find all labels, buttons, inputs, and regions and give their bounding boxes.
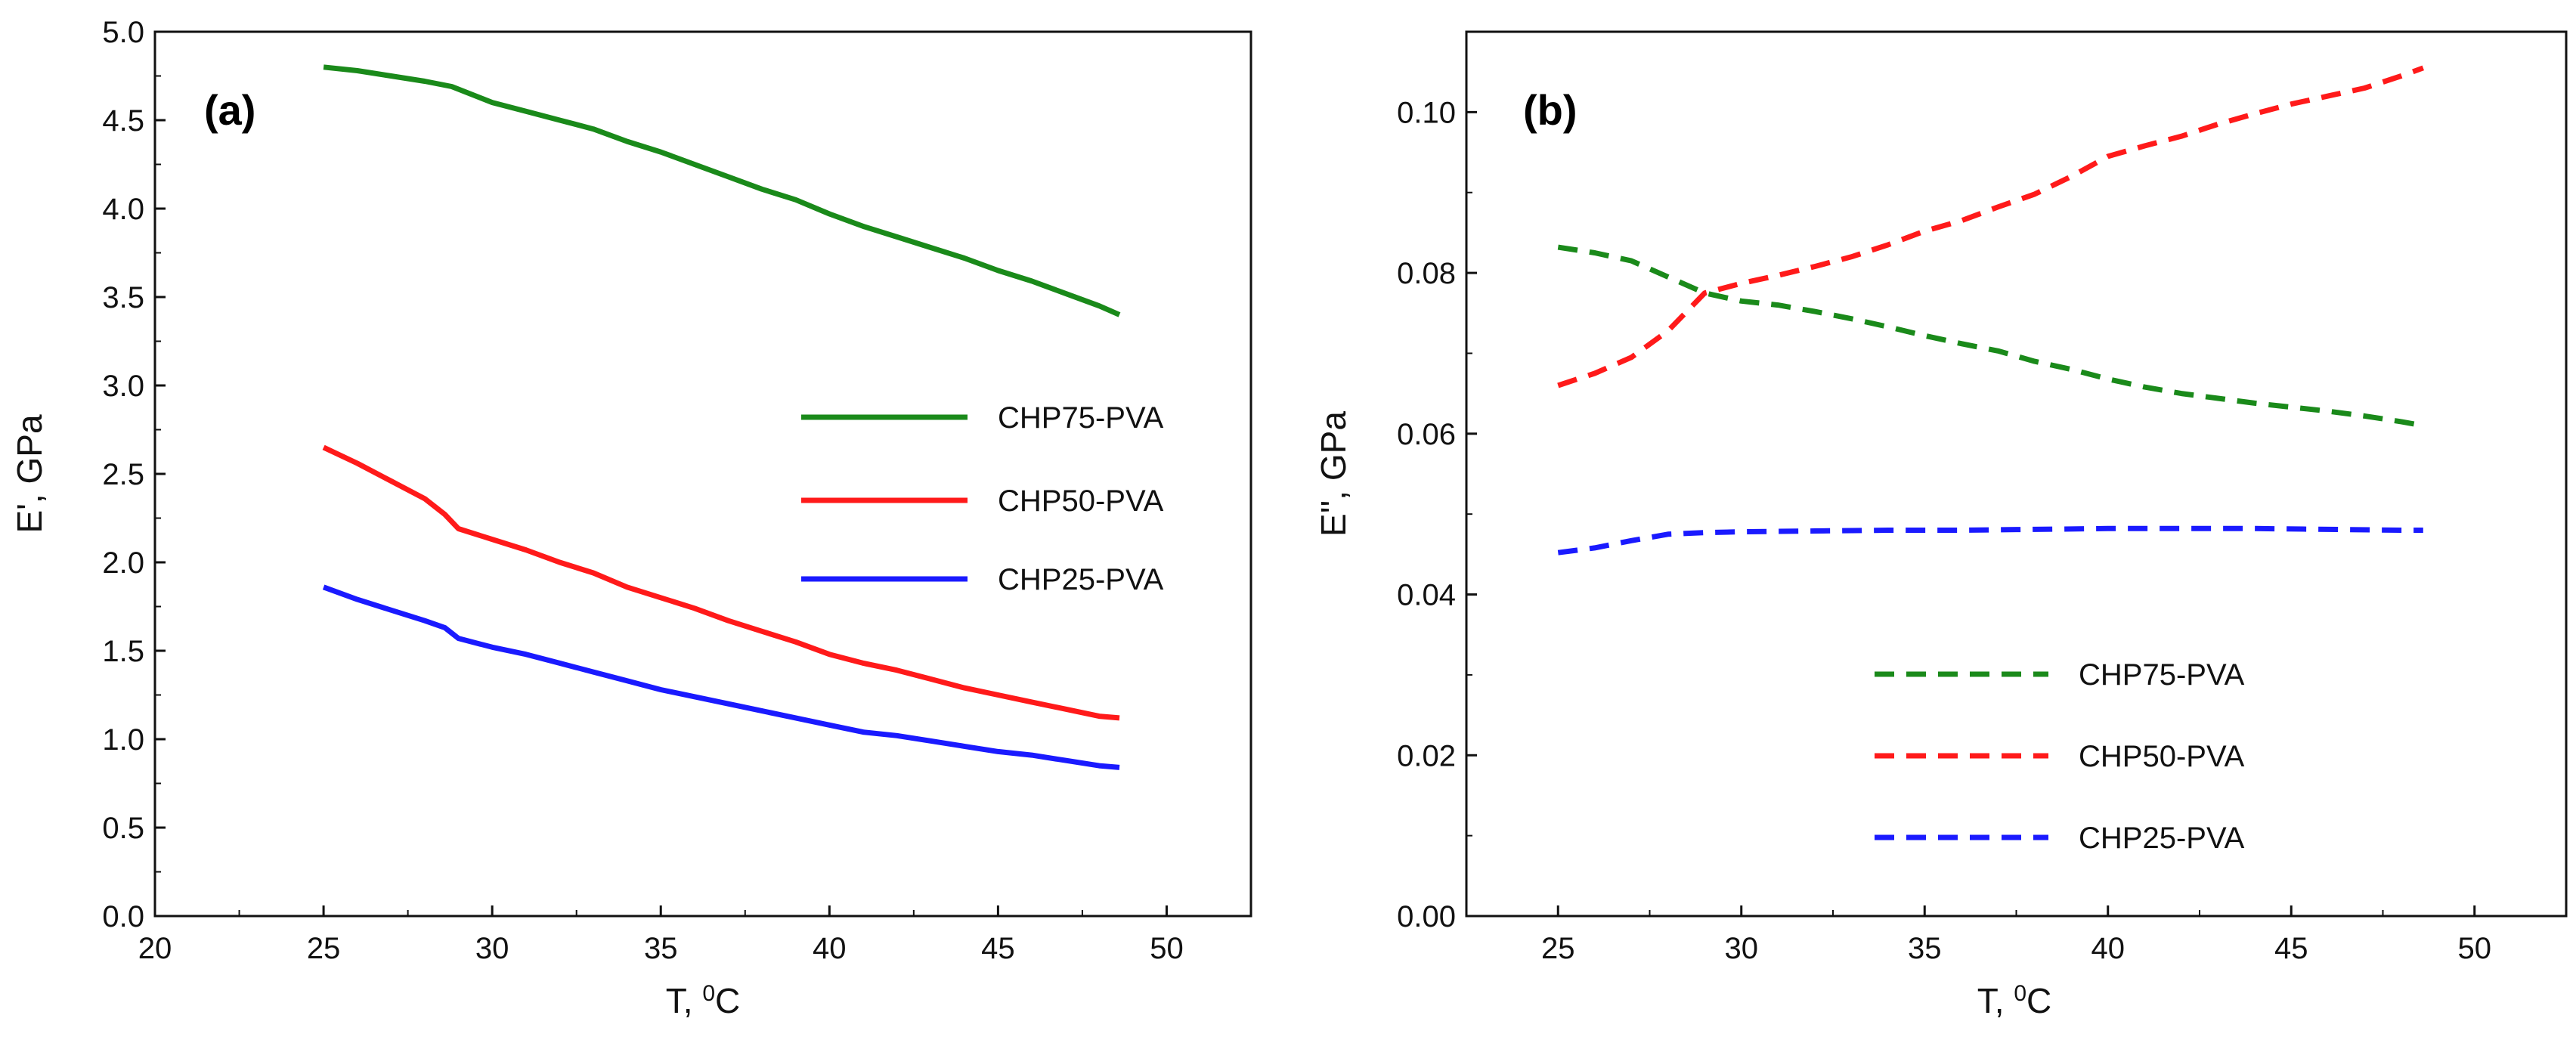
panel-a-lines bbox=[322, 64, 1121, 770]
panel-b-y-tick-label: 0.04 bbox=[1397, 579, 1456, 612]
panel-b-y-tick-label: 0.00 bbox=[1397, 900, 1456, 933]
panel-a-series-chp75-pva bbox=[323, 64, 1121, 317]
panel-b-legend: CHP75-PVA CHP50-PVA CHP25-PVA bbox=[1875, 658, 2245, 855]
panel-a-y-tick-label: 0.0 bbox=[102, 900, 144, 933]
panel-b-legend-label: CHP75-PVA bbox=[2079, 658, 2245, 692]
panel-a-y-tick-label: 4.0 bbox=[102, 193, 144, 226]
panel-a-x-axis-title: T, 0C bbox=[666, 981, 740, 1021]
panel-b-x-tick-label: 50 bbox=[2458, 932, 2492, 965]
panel-a-x-tick-label: 35 bbox=[644, 932, 678, 965]
panel-a-y-ticks: 0.0 0.5 1.0 1.5 2.0 2.5 3.0 3.5 4.0 4.5 5.0 bbox=[102, 16, 166, 933]
panel-b-legend-label: CHP25-PVA bbox=[2079, 822, 2245, 855]
panel-a-y-tick-label: 5.0 bbox=[102, 16, 144, 49]
panel-a-x-title-text: T, bbox=[666, 981, 703, 1020]
panel-b-y-tick-label: 0.08 bbox=[1397, 257, 1456, 290]
panel-b-x-axis-title: T, 0C bbox=[1977, 981, 2051, 1021]
panel-b-series-chp50-pva bbox=[1557, 65, 2425, 388]
panel-a-y-tick-label: 2.5 bbox=[102, 458, 144, 491]
panel-a-y-tick-label: 1.5 bbox=[102, 635, 144, 668]
panel-b-y-tick-label: 0.10 bbox=[1397, 96, 1456, 129]
panel-a-y-tick-label: 2.0 bbox=[102, 546, 144, 580]
panel-a: 0.0 0.5 1.0 1.5 2.0 2.5 3.0 3.5 4.0 4.5 5.0 20 25 30… bbox=[10, 16, 1252, 1021]
panel-a-x-title-sup: 0 bbox=[702, 981, 715, 1006]
panel-a-y-tick-label: 4.5 bbox=[102, 104, 144, 138]
panel-b-x-tick-label: 35 bbox=[1908, 932, 1942, 965]
panel-a-y-tick-label: 0.5 bbox=[102, 812, 144, 845]
panel-a-legend-label: CHP25-PVA bbox=[998, 563, 1164, 596]
panel-a-y-tick-label: 1.0 bbox=[102, 723, 144, 757]
panel-b-legend-label: CHP50-PVA bbox=[2079, 740, 2245, 773]
panel-a-legend: CHP75-PVA CHP50-PVA CHP25-PVA bbox=[801, 401, 1164, 596]
panel-b-y-ticks: 0.00 0.02 0.04 0.06 0.08 0.10 bbox=[1397, 96, 1477, 933]
panel-b-y-tick-label: 0.02 bbox=[1397, 739, 1456, 772]
panel-b-x-tick-label: 25 bbox=[1541, 932, 1575, 965]
panel-b-y-axis-title: E'', GPa bbox=[1314, 411, 1353, 537]
panel-b-plot-frame bbox=[1465, 30, 2568, 918]
panel-a-y-tick-label: 3.5 bbox=[102, 281, 144, 314]
panel-b-x-title-text: T, bbox=[1977, 981, 2014, 1020]
panel-b-x-ticks: 25 30 35 40 45 50 bbox=[1541, 905, 2491, 965]
panel-b: 0.00 0.02 0.04 0.06 0.08 0.10 25 30 35 40 45 50 (b… bbox=[1314, 30, 2568, 1021]
panel-b-y-tick-label: 0.06 bbox=[1397, 418, 1456, 451]
panel-b-series-chp75-pva bbox=[1557, 244, 2424, 429]
panel-a-label: (a) bbox=[204, 86, 255, 134]
panel-a-plot-frame bbox=[153, 30, 1252, 918]
panel-a-y-axis-title: E', GPa bbox=[10, 414, 49, 533]
panel-b-x-tick-label: 45 bbox=[2274, 932, 2308, 965]
panel-a-x-title-unit: C bbox=[715, 981, 740, 1020]
panel-a-x-tick-label: 50 bbox=[1150, 932, 1184, 965]
panel-a-x-tick-label: 25 bbox=[307, 932, 341, 965]
panel-a-x-tick-label: 30 bbox=[475, 932, 509, 965]
panel-b-series-chp25-pva bbox=[1557, 525, 2423, 556]
panel-a-y-tick-label: 3.0 bbox=[102, 370, 144, 403]
panel-a-x-tick-label: 45 bbox=[981, 932, 1015, 965]
panel-b-lines bbox=[1557, 65, 2425, 556]
panel-b-label: (b) bbox=[1523, 86, 1577, 134]
panel-a-series-chp50-pva bbox=[322, 444, 1120, 721]
panel-a-x-ticks: 20 25 30 35 40 45 50 bbox=[138, 905, 1184, 965]
panel-b-x-title-sup: 0 bbox=[2014, 981, 2026, 1006]
panel-b-x-tick-label: 40 bbox=[2091, 932, 2126, 965]
panel-a-series-chp25-pva bbox=[322, 584, 1120, 770]
panel-a-legend-label: CHP50-PVA bbox=[998, 484, 1164, 518]
panel-b-x-tick-label: 30 bbox=[1725, 932, 1759, 965]
panel-a-x-tick-label: 40 bbox=[813, 932, 847, 965]
panel-a-legend-label: CHP75-PVA bbox=[998, 401, 1164, 435]
panel-a-x-tick-label: 20 bbox=[138, 932, 172, 965]
panel-b-x-title-unit: C bbox=[2026, 981, 2051, 1020]
